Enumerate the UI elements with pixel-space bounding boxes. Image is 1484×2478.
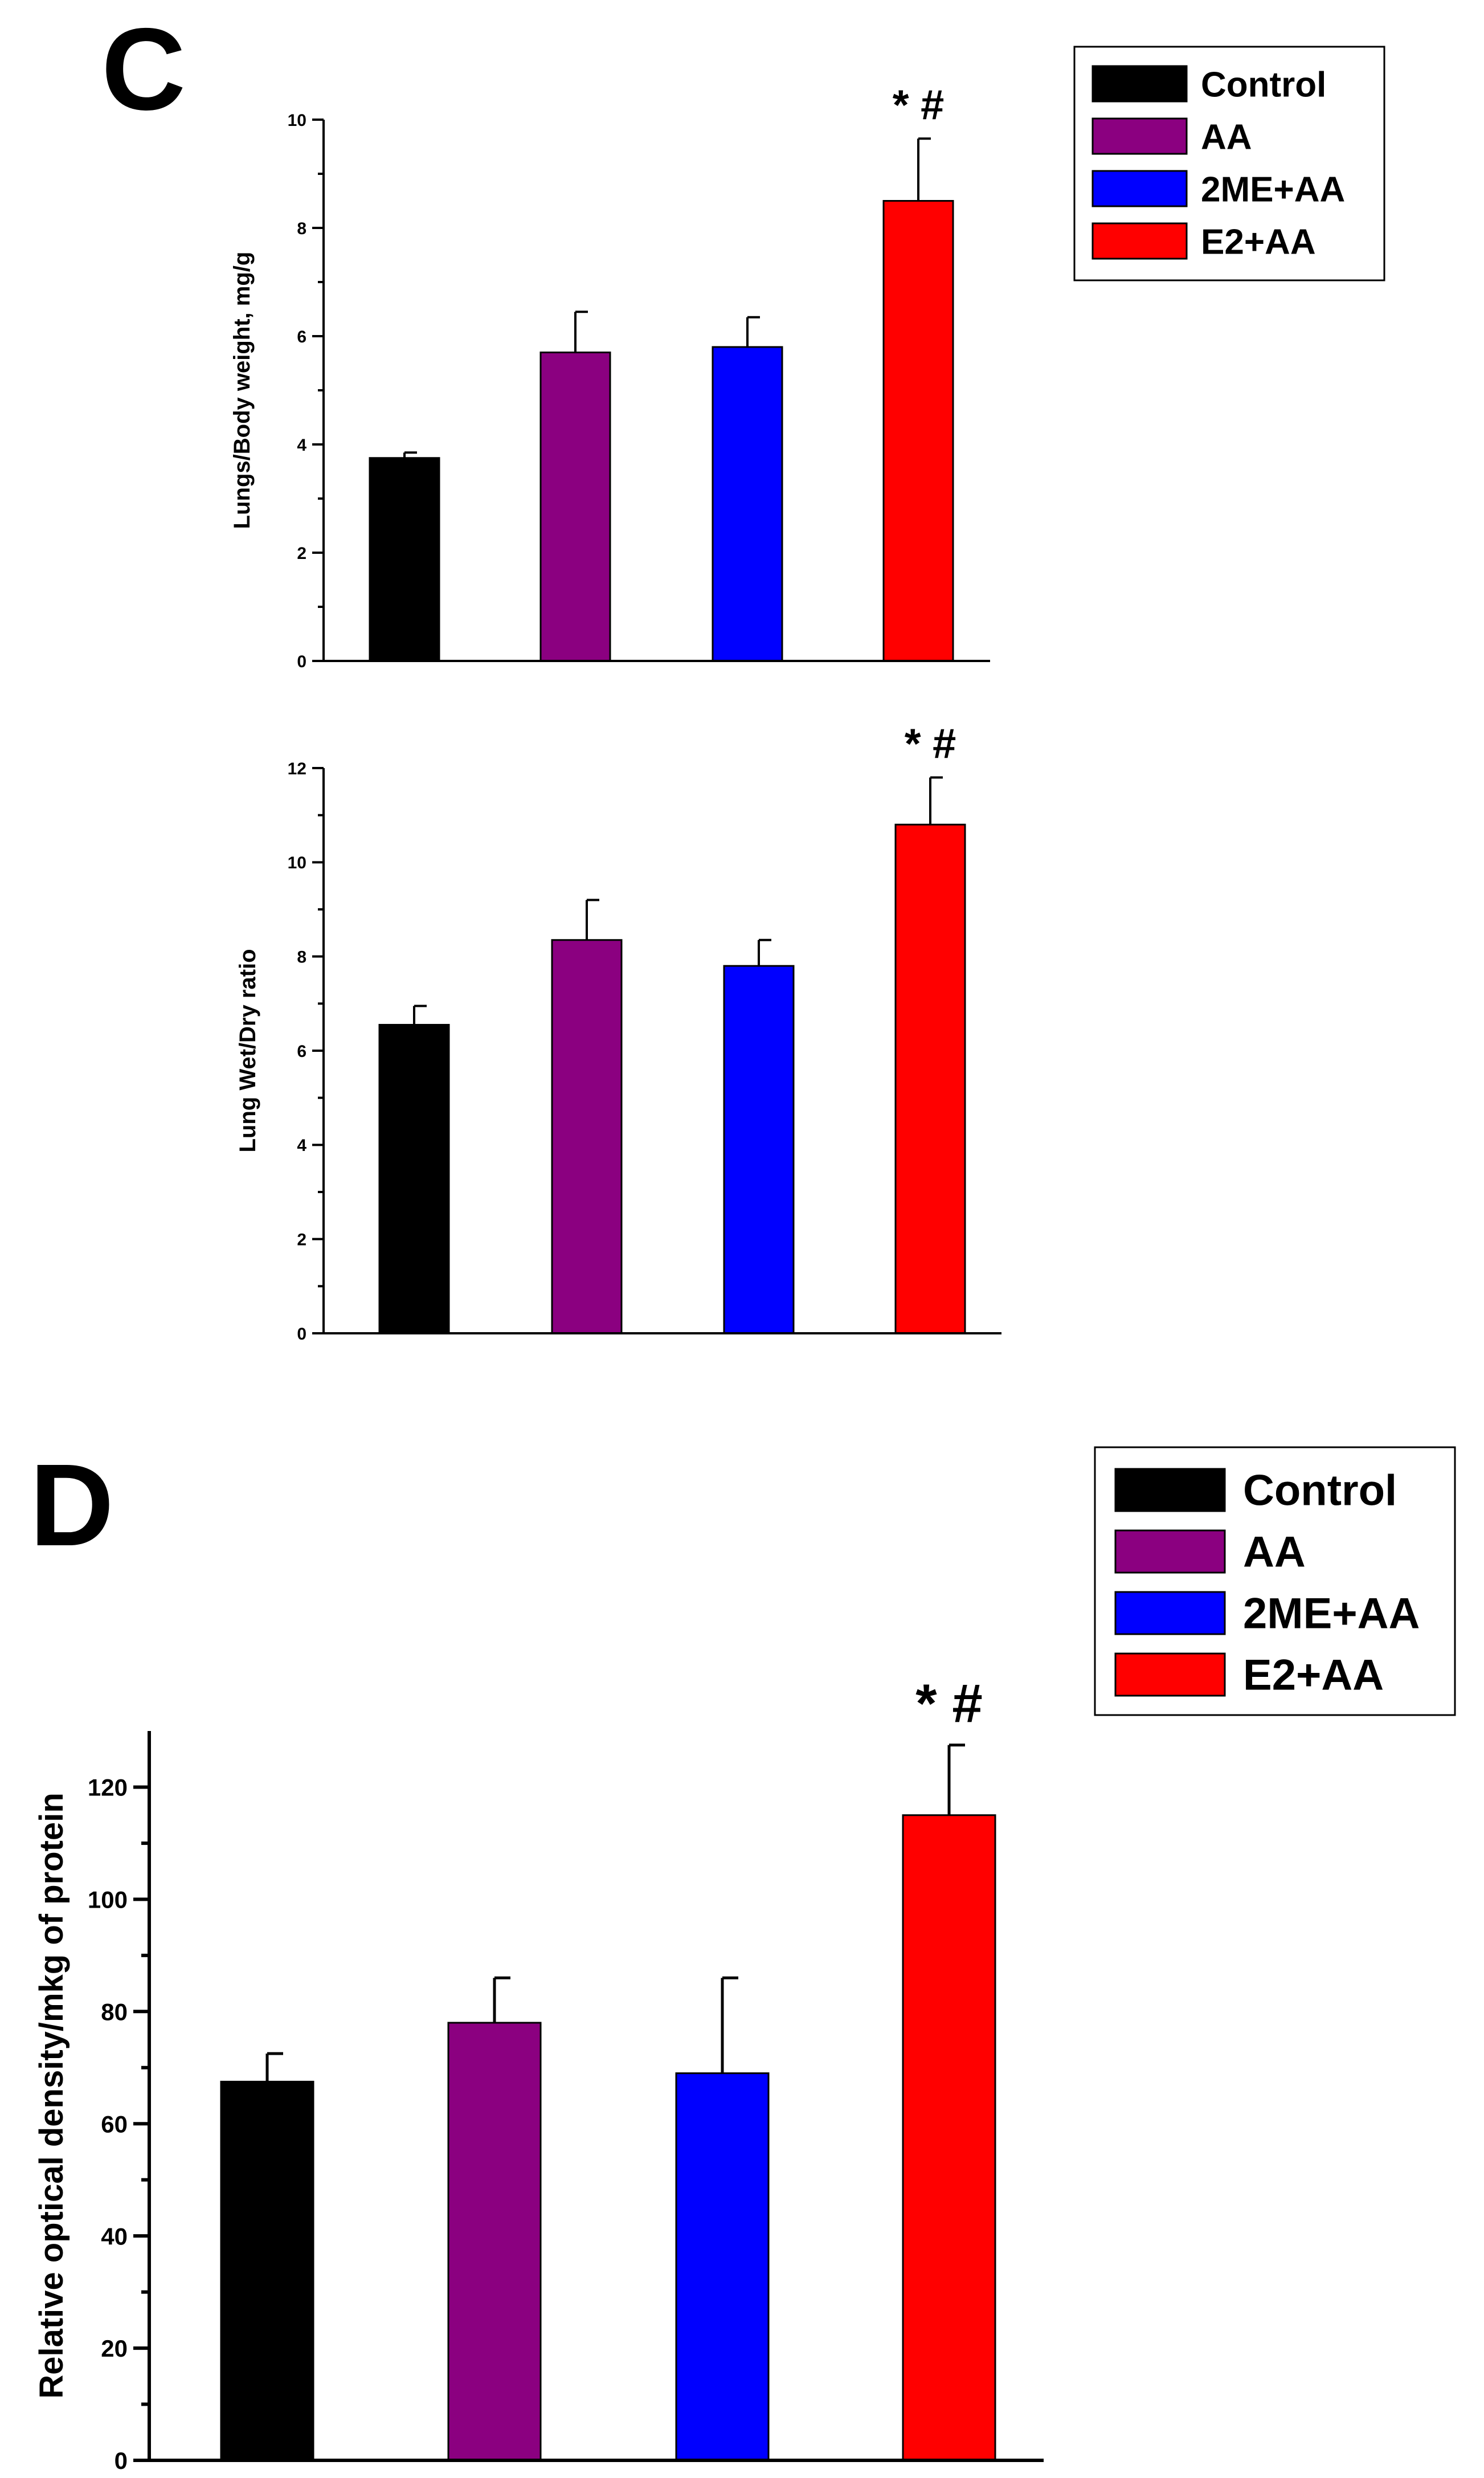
- y-tick-label-10: 10: [288, 111, 306, 130]
- bar-control: [378, 1024, 450, 1334]
- chart-relative-optical-density: 0 20 40 60 80 100 120 Relative optical density/…: [33, 1673, 1044, 2474]
- significance-annotation: * #: [905, 720, 956, 768]
- y-tick-label-80: 80: [101, 1998, 128, 2025]
- y-tick-label-8: 8: [297, 948, 306, 966]
- legend-swatch-2me-aa: [1091, 170, 1188, 207]
- bar-e2-aa: [894, 823, 966, 1334]
- bar-aa: [447, 2022, 542, 2461]
- y-tick-label-0: 0: [297, 1325, 306, 1344]
- y-tick-label-2: 2: [297, 1230, 306, 1249]
- bar-2me-aa: [675, 2072, 770, 2461]
- y-tick-label-0: 0: [297, 652, 306, 671]
- chart-lungs-body-weight: 0 2 4 6 8 10 Lungs/Body weight, mg/g * #: [230, 81, 990, 671]
- y-tick-label-2: 2: [297, 544, 306, 563]
- panel-label-c: C: [101, 4, 186, 134]
- legend-label-aa: AA: [1201, 117, 1252, 157]
- legend-label-control: Control: [1201, 65, 1326, 104]
- y-tick-label-4: 4: [297, 436, 306, 455]
- legend-swatch-control: [1091, 65, 1188, 103]
- y-axis-title: Lungs/Body weight, mg/g: [230, 252, 255, 529]
- y-tick-label-100: 100: [88, 1887, 128, 1913]
- legend-label-aa: AA: [1243, 1528, 1306, 1577]
- y-tick-label-6: 6: [297, 1042, 306, 1061]
- legend-swatch-e2-aa: [1114, 1652, 1226, 1697]
- y-tick-label-4: 4: [297, 1136, 306, 1155]
- chart-lung-wet-dry-ratio: 0 2 4 6 8 10 12 Lung Wet/Dry ratio * #: [235, 720, 1001, 1344]
- y-axis-title: Relative optical density/mkg of protein: [33, 1793, 70, 2399]
- legend-label-e2-aa: E2+AA: [1201, 222, 1316, 262]
- y-tick-label-0: 0: [115, 2447, 128, 2474]
- legend-swatch-aa: [1114, 1529, 1226, 1574]
- legend-panel-c: Control AA 2ME+AA E2+AA: [1073, 46, 1385, 281]
- bar-e2-aa: [902, 1814, 996, 2461]
- y-tick-label-8: 8: [297, 219, 306, 238]
- legend-swatch-control: [1114, 1468, 1226, 1512]
- bar-control: [369, 457, 440, 662]
- legend-swatch-e2-aa: [1091, 222, 1188, 260]
- legend-label-control: Control: [1243, 1467, 1397, 1515]
- y-tick-label-6: 6: [297, 328, 306, 346]
- y-tick-label-20: 20: [101, 2335, 128, 2362]
- y-tick-label-10: 10: [288, 854, 306, 872]
- legend-panel-d: Control AA 2ME+AA E2+AA: [1094, 1446, 1456, 1716]
- bar-control: [220, 2080, 314, 2461]
- legend-label-2me-aa: 2ME+AA: [1201, 170, 1345, 209]
- bar-2me-aa: [723, 965, 795, 1334]
- legend-label-e2-aa: E2+AA: [1243, 1651, 1384, 1700]
- y-tick-label-60: 60: [101, 2110, 128, 2137]
- significance-annotation: * #: [893, 81, 945, 128]
- y-axis-title: Lung Wet/Dry ratio: [235, 949, 260, 1152]
- legend-label-2me-aa: 2ME+AA: [1243, 1590, 1420, 1638]
- bar-aa: [551, 939, 623, 1334]
- legend-swatch-2me-aa: [1114, 1591, 1226, 1635]
- y-tick-label-40: 40: [101, 2223, 128, 2250]
- y-tick-label-12: 12: [288, 760, 306, 778]
- bar-2me-aa: [712, 346, 783, 662]
- bar-aa: [539, 352, 611, 662]
- legend-swatch-aa: [1091, 117, 1188, 155]
- significance-annotation: * #: [915, 1673, 982, 1734]
- panel-label-d: D: [30, 1440, 114, 1570]
- y-tick-label-120: 120: [88, 1774, 128, 1801]
- bar-e2-aa: [882, 200, 954, 662]
